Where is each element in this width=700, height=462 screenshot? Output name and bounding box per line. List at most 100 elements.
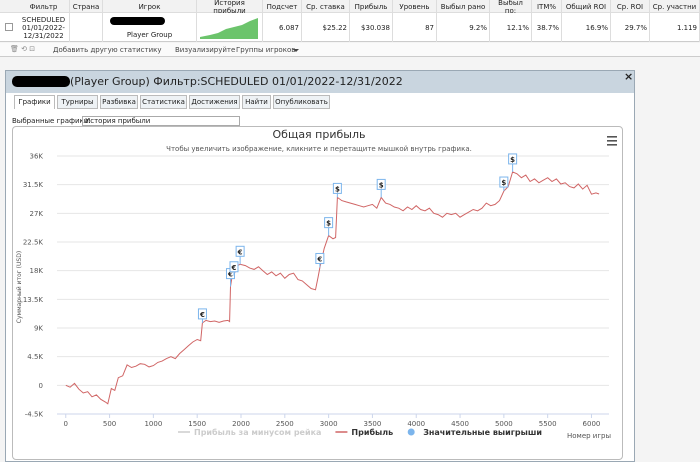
x-tick-label: 6000 (583, 420, 601, 428)
flag-label: $ (501, 179, 506, 187)
column-header[interactable]: Ср. участни (650, 0, 700, 13)
legend-label[interactable]: Прибыль (351, 427, 393, 437)
menu-icon[interactable] (607, 136, 617, 146)
flag (499, 176, 509, 188)
x-tick-label: 0 (64, 420, 68, 428)
table-cell (197, 13, 263, 42)
profit-line (65, 171, 600, 405)
x-tick-label: 3000 (320, 420, 338, 428)
flag-label: € (316, 255, 322, 263)
x-tick-label: 1500 (188, 420, 206, 428)
chart-subtitle: Чтобы увеличить изображение, кликните и … (166, 145, 472, 153)
x-tick-label: 5500 (539, 420, 557, 428)
flag-label: $ (510, 156, 515, 164)
table-cell: 29.7% (611, 13, 650, 42)
tab[interactable]: Опубликовать (273, 95, 330, 109)
tab[interactable]: Найти (242, 95, 271, 109)
x-tick-label: 3500 (364, 420, 382, 428)
column-header[interactable]: Игрок (103, 0, 197, 13)
y-tick-label: 36K (30, 153, 44, 161)
table-cell: 16.9% (562, 13, 611, 42)
y-axis-label: Суммарный итог (USD) (16, 251, 23, 323)
stats-table: Фильтр SCHEDULED 01/01/2022-12/31/2022 Стр… (0, 0, 700, 42)
table-header (0, 0, 700, 13)
column-header[interactable]: Уровень (393, 0, 437, 13)
x-tick-label: 4500 (451, 420, 469, 428)
sparkline-area (200, 18, 258, 39)
column-header[interactable]: Фильтр (18, 0, 70, 13)
flag (197, 308, 207, 320)
visualize[interactable]: Визуализируйте (175, 46, 236, 54)
flag-label: $ (379, 181, 384, 189)
column-header[interactable]: Общий ROI (562, 0, 611, 13)
table-cell: 87 (393, 13, 437, 42)
redaction (12, 76, 70, 87)
column-header[interactable]: Прибыль (350, 0, 393, 13)
player-groups[interactable]: Группы игроков (236, 46, 296, 54)
flag-label: $ (326, 220, 331, 228)
y-tick-label: 27K (30, 210, 44, 218)
flag-label: € (231, 264, 237, 272)
column-header[interactable]: Выбыл по: (490, 0, 532, 13)
y-tick-label: 0 (39, 382, 43, 390)
legend-symbol (407, 428, 415, 436)
column-header[interactable]: Подсчет (263, 0, 302, 13)
y-tick-label: 9K (34, 325, 43, 333)
icon[interactable]: 🗑 ⟲ ⊡ (10, 45, 36, 53)
close[interactable]: × (624, 70, 634, 83)
tabs: Графики Турниры Разбивка Статистика Достижен… (6, 95, 634, 110)
y-tick-label: -4.5K (25, 411, 44, 419)
tab[interactable]: Статистика (140, 95, 187, 109)
tab[interactable]: Разбивка (100, 95, 138, 109)
add-stat[interactable]: Добавить другую статистику (53, 46, 162, 54)
tab[interactable]: Достижения (189, 95, 240, 109)
selected-label: Выбранные графики: (12, 117, 91, 125)
table-cell: $30.038 (350, 13, 393, 42)
column-header[interactable]: Ср. ставка (302, 0, 350, 13)
y-tick-label: 4.5K (27, 353, 43, 361)
table-cell: 1.119 (650, 13, 700, 42)
y-tick-label: 13.5K (23, 296, 44, 304)
y-tick-label: 22.5K (23, 239, 44, 247)
table-cell: 9.2% (437, 13, 490, 42)
dialog-header: (Player Group) Фильтр:SCHEDULED 01/01/20… (6, 71, 634, 93)
x-tick-label: 2500 (276, 420, 294, 428)
flag (332, 182, 342, 194)
column-header[interactable]: ITM% (532, 0, 562, 13)
x-axis-label: Номер игры (567, 432, 611, 440)
redaction (110, 17, 165, 25)
flag (229, 261, 239, 273)
flag (508, 153, 518, 165)
dropdown-arrow (293, 49, 299, 55)
table-cell: $25.22 (302, 13, 350, 42)
table-cell: 38.7% (532, 13, 562, 42)
flag-label: $ (335, 185, 340, 193)
x-tick-label: 1000 (144, 420, 162, 428)
y-tick-label: 31.5K (23, 181, 44, 189)
table-cell: 6.087 (263, 13, 302, 42)
column-header[interactable]: История прибыли (197, 0, 263, 13)
column-header[interactable]: Страна (70, 0, 103, 13)
y-tick-label: 18K (30, 267, 44, 275)
column-header[interactable]: Выбыл рано (437, 0, 490, 13)
table-cell: Player Group (103, 13, 197, 42)
x-tick-label: 2000 (232, 420, 250, 428)
chart-select[interactable]: История прибыли (82, 116, 240, 126)
flag-label: € (199, 311, 205, 319)
row-checkbox[interactable] (5, 23, 13, 31)
chart-title: Общая прибыль (273, 128, 366, 141)
tab[interactable]: Графики (14, 95, 55, 109)
x-tick-label: 500 (103, 420, 116, 428)
table-cell: SCHEDULED 01/01/2022-12/31/2022 (18, 13, 70, 42)
flag (235, 245, 245, 257)
flag-label: € (237, 248, 243, 256)
tab[interactable]: Турниры (57, 95, 98, 109)
flag-label: € (227, 271, 233, 279)
flag (324, 217, 334, 229)
column-header[interactable]: Ср. ROI (611, 0, 650, 13)
flag (315, 252, 325, 264)
legend-label[interactable]: Значительные выигрыши (423, 428, 542, 437)
flag (376, 178, 386, 190)
legend-label[interactable]: Прибыль за минусом рейка (194, 427, 321, 437)
